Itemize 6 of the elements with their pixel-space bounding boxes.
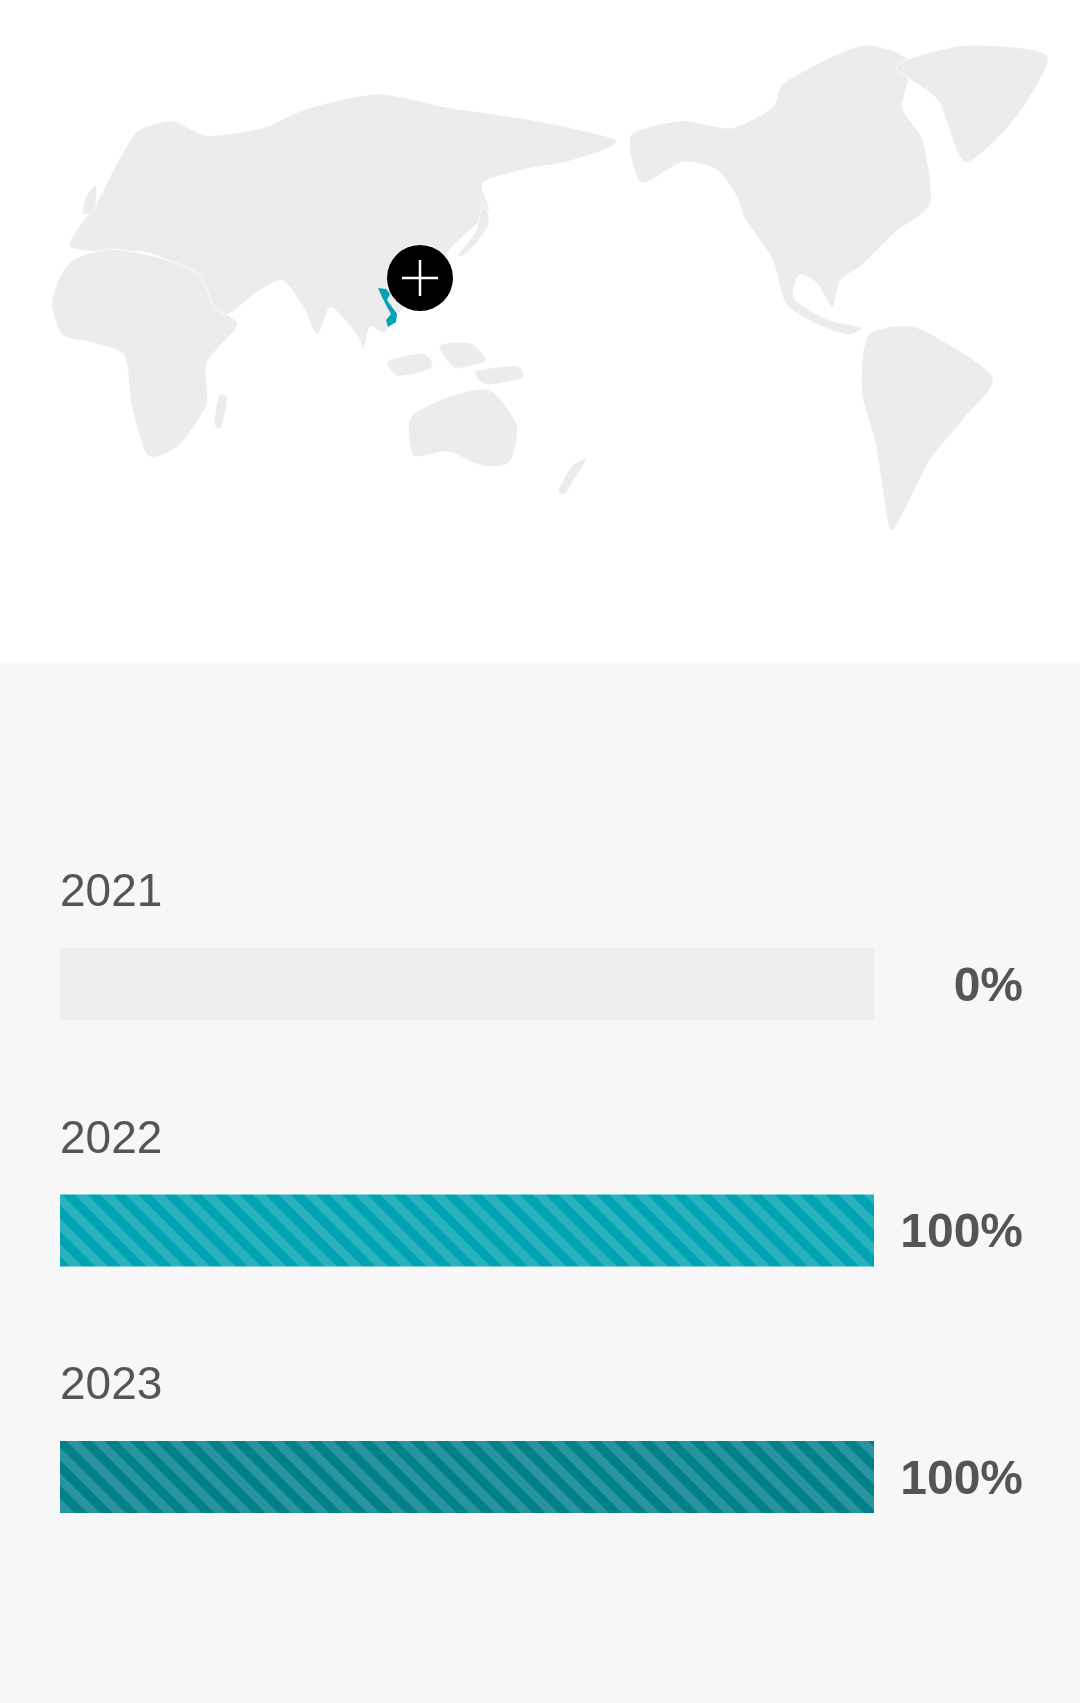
y-tick-label: 2023 xyxy=(60,1357,163,1409)
y-tick-label: 2022 xyxy=(60,1110,163,1163)
data-label: 0% xyxy=(953,957,1023,1011)
data-label: 100% xyxy=(900,1450,1023,1504)
y-tick-label: 2021 xyxy=(60,864,163,916)
data-label: 100% xyxy=(900,1204,1023,1257)
